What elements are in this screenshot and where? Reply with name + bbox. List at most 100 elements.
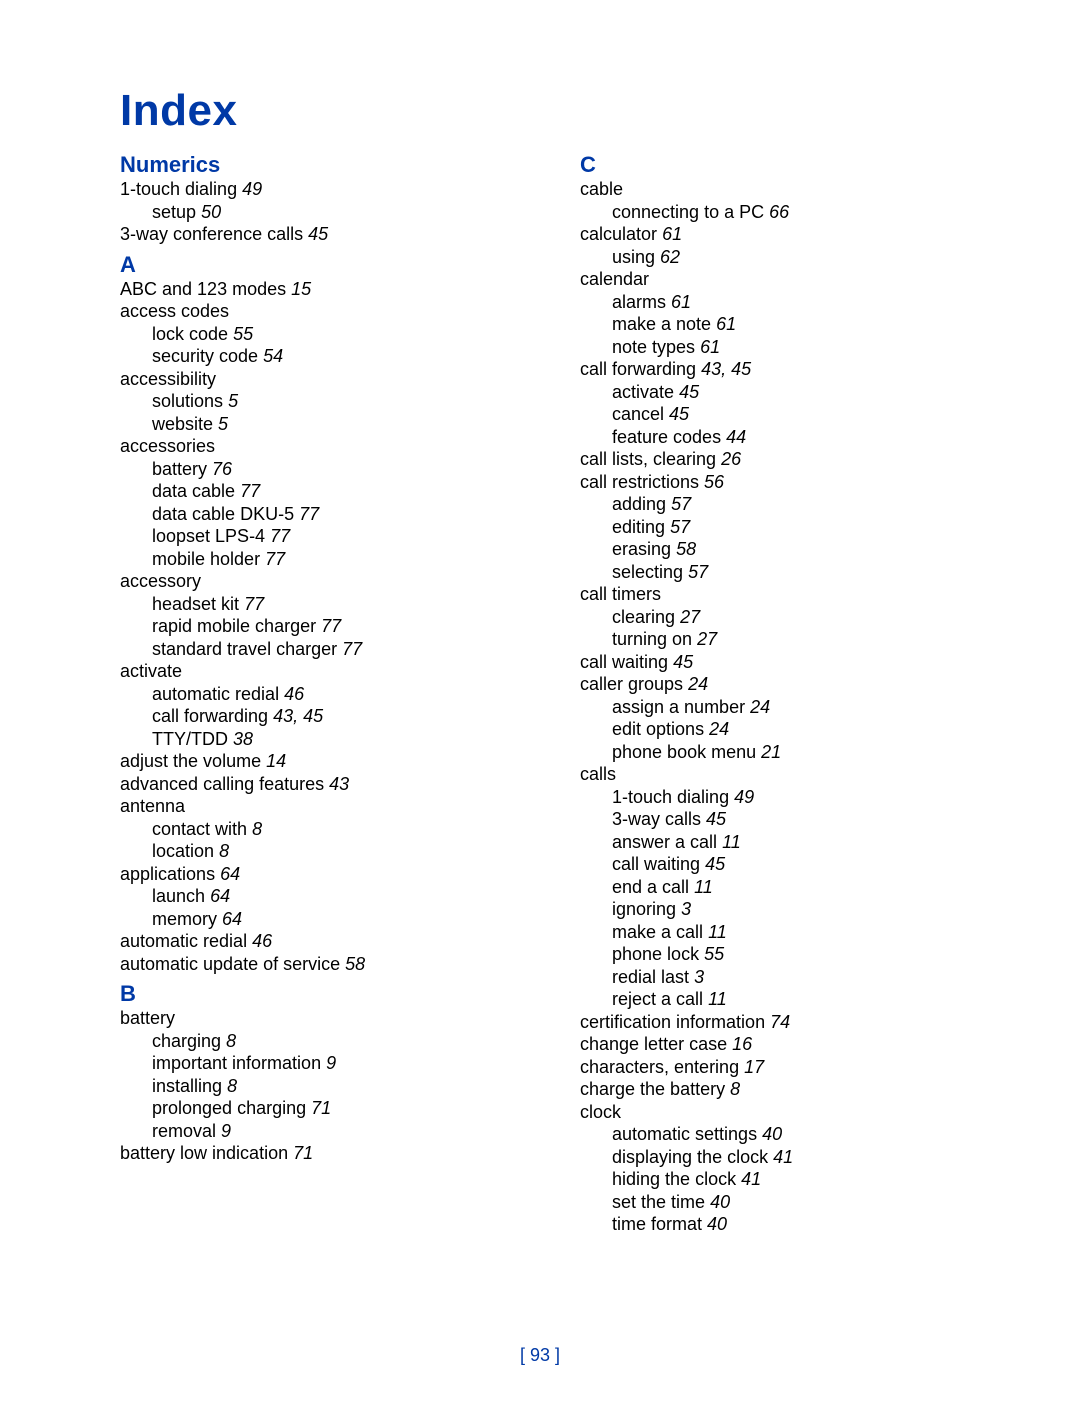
index-entry: memory 64 xyxy=(152,908,540,931)
index-term: using xyxy=(612,247,655,267)
index-entry: automatic update of service 58 xyxy=(120,953,540,976)
index-entry: charging 8 xyxy=(152,1030,540,1053)
index-term: charge the battery xyxy=(580,1079,725,1099)
index-entry: connecting to a PC 66 xyxy=(612,201,1000,224)
index-term: phone lock xyxy=(612,944,699,964)
index-term: launch xyxy=(152,886,205,906)
index-entry: note types 61 xyxy=(612,336,1000,359)
index-page-ref: 49 xyxy=(242,179,262,199)
index-entry: edit options 24 xyxy=(612,718,1000,741)
index-entry: rapid mobile charger 77 xyxy=(152,615,540,638)
index-term: call timers xyxy=(580,584,661,604)
index-term: lock code xyxy=(152,324,228,344)
index-term: cable xyxy=(580,179,623,199)
index-entry: time format 40 xyxy=(612,1213,1000,1236)
index-term: make a call xyxy=(612,922,703,942)
index-page-ref: 8 xyxy=(227,1076,237,1096)
index-term: characters, entering xyxy=(580,1057,739,1077)
index-page-ref: 64 xyxy=(220,864,240,884)
index-entry: 3-way conference calls 45 xyxy=(120,223,540,246)
index-term: change letter case xyxy=(580,1034,727,1054)
index-page-ref: 8 xyxy=(730,1079,740,1099)
index-term: call waiting xyxy=(612,854,700,874)
index-entry: battery low indication 71 xyxy=(120,1142,540,1165)
index-page-ref: 24 xyxy=(709,719,729,739)
index-term: accessory xyxy=(120,571,201,591)
index-entry: automatic redial 46 xyxy=(152,683,540,706)
index-page-ref: 77 xyxy=(321,616,341,636)
index-page-ref: 15 xyxy=(291,279,311,299)
index-page-ref: 43, 45 xyxy=(701,359,751,379)
index-entry: data cable 77 xyxy=(152,480,540,503)
index-entry: accessory xyxy=(120,570,540,593)
index-page-ref: 45 xyxy=(705,854,725,874)
index-term: end a call xyxy=(612,877,689,897)
index-page-ref: 9 xyxy=(326,1053,336,1073)
index-term: removal xyxy=(152,1121,216,1141)
index-page-ref: 5 xyxy=(228,391,238,411)
index-page-ref: 24 xyxy=(688,674,708,694)
index-entry: antenna xyxy=(120,795,540,818)
index-term: website xyxy=(152,414,213,434)
index-page-ref: 61 xyxy=(700,337,720,357)
index-term: call restrictions xyxy=(580,472,699,492)
index-page-ref: 45 xyxy=(706,809,726,829)
index-entry: erasing 58 xyxy=(612,538,1000,561)
index-entry: data cable DKU-5 77 xyxy=(152,503,540,526)
index-page-ref: 38 xyxy=(233,729,253,749)
index-entry: adding 57 xyxy=(612,493,1000,516)
index-term: battery xyxy=(120,1008,175,1028)
index-term: installing xyxy=(152,1076,222,1096)
index-entry: end a call 11 xyxy=(612,876,1000,899)
index-page-ref: 11 xyxy=(694,877,713,897)
index-term: displaying the clock xyxy=(612,1147,768,1167)
index-term: security code xyxy=(152,346,258,366)
index-entry: feature codes 44 xyxy=(612,426,1000,449)
index-entry: standard travel charger 77 xyxy=(152,638,540,661)
index-page-ref: 8 xyxy=(252,819,262,839)
index-entry: cable xyxy=(580,178,1000,201)
index-term: make a note xyxy=(612,314,711,334)
index-page-ref: 50 xyxy=(201,202,221,222)
index-entry: selecting 57 xyxy=(612,561,1000,584)
index-page-ref: 71 xyxy=(293,1143,313,1163)
index-entry: website 5 xyxy=(152,413,540,436)
index-section-head: A xyxy=(120,252,540,278)
index-page-ref: 5 xyxy=(218,414,228,434)
index-page-ref: 77 xyxy=(240,481,260,501)
index-page-ref: 26 xyxy=(721,449,741,469)
index-entry: ABC and 123 modes 15 xyxy=(120,278,540,301)
index-page-ref: 3 xyxy=(681,899,691,919)
index-page-ref: 41 xyxy=(741,1169,761,1189)
index-page-ref: 77 xyxy=(270,526,290,546)
index-column-right: Ccableconnecting to a PC 66calculator 61… xyxy=(560,146,1000,1236)
index-entry: call forwarding 43, 45 xyxy=(152,705,540,728)
index-page-ref: 64 xyxy=(210,886,230,906)
index-page-ref: 11 xyxy=(708,922,727,942)
index-entry: call waiting 45 xyxy=(580,651,1000,674)
index-entry: calls xyxy=(580,763,1000,786)
index-entry: automatic redial 46 xyxy=(120,930,540,953)
index-page-ref: 27 xyxy=(680,607,700,627)
index-term: answer a call xyxy=(612,832,717,852)
index-term: feature codes xyxy=(612,427,721,447)
index-entry: clearing 27 xyxy=(612,606,1000,629)
index-page-ref: 46 xyxy=(284,684,304,704)
index-term: contact with xyxy=(152,819,247,839)
index-term: set the time xyxy=(612,1192,705,1212)
index-term: note types xyxy=(612,337,695,357)
index-column-left: Numerics1-touch dialing 49setup 503-way … xyxy=(120,146,560,1236)
index-term: rapid mobile charger xyxy=(152,616,316,636)
index-term: calculator xyxy=(580,224,657,244)
index-term: applications xyxy=(120,864,215,884)
index-term: time format xyxy=(612,1214,702,1234)
index-page-ref: 43, 45 xyxy=(273,706,323,726)
index-term: clock xyxy=(580,1102,621,1122)
index-term: automatic redial xyxy=(152,684,279,704)
index-entry: installing 8 xyxy=(152,1075,540,1098)
index-term: cancel xyxy=(612,404,664,424)
index-term: prolonged charging xyxy=(152,1098,306,1118)
index-entry: 3-way calls 45 xyxy=(612,808,1000,831)
index-entry: headset kit 77 xyxy=(152,593,540,616)
index-entry: characters, entering 17 xyxy=(580,1056,1000,1079)
